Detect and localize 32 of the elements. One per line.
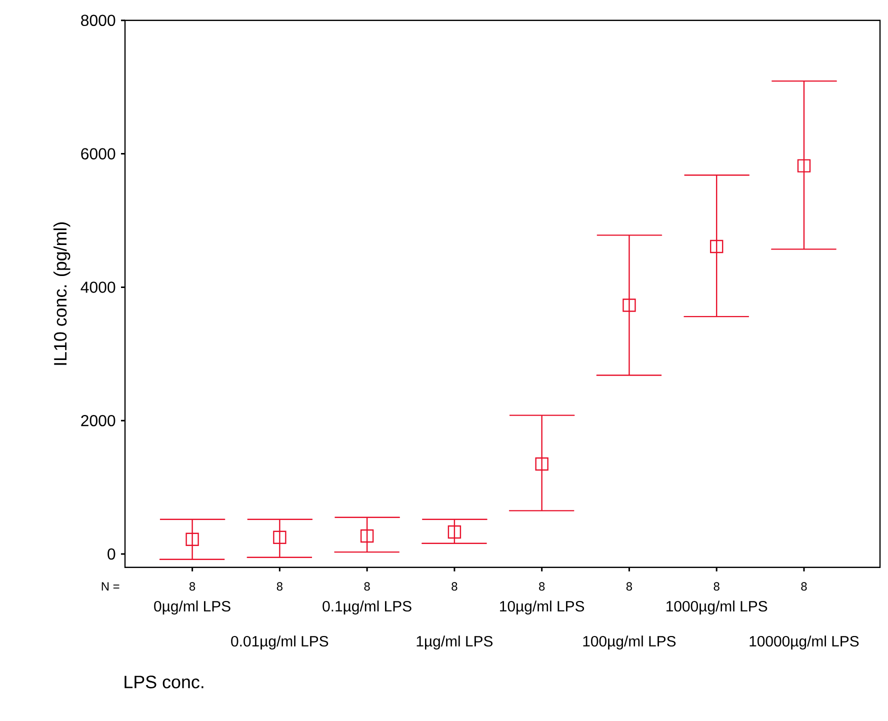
point	[186, 532, 199, 546]
text: 8	[801, 582, 807, 591]
text: 8	[714, 582, 720, 591]
x-tick-label: 1000µg/ml LPS	[666, 600, 768, 614]
text: N =	[102, 582, 120, 590]
x-tick-label: 0.1µg/ml LPS	[322, 600, 412, 614]
point	[710, 240, 724, 254]
y-tick-label: 4000	[80, 282, 116, 293]
y-tick-label: 6000	[81, 148, 116, 160]
x-tick-label: 0.01µg/ml LPS	[231, 636, 328, 650]
y-axis-title: IL10 conc. (pg/ml)	[53, 222, 70, 365]
text: 8	[364, 582, 370, 591]
text: 8	[189, 582, 196, 591]
point	[797, 159, 811, 172]
point	[622, 298, 636, 312]
text: 8	[626, 582, 632, 591]
point	[273, 530, 286, 544]
x-tick-label: 1µg/ml LPS	[416, 636, 493, 650]
x-axis-title: LPS conc.	[124, 676, 204, 688]
x-tick-label: 10000µg/ml LPS	[750, 636, 859, 650]
x-tick-label: 0µg/ml LPS	[154, 600, 230, 614]
point	[448, 525, 462, 539]
x-tick-label: 100µg/ml LPS	[583, 636, 676, 650]
text: 8	[452, 582, 458, 591]
text: 8	[539, 582, 545, 591]
y-tick-label: 0	[108, 548, 116, 560]
point	[360, 529, 374, 543]
y-tick-label: 2000	[81, 414, 116, 426]
text: 8	[276, 582, 282, 591]
y-tick-label: 8000	[81, 14, 116, 26]
x-tick-label: 10µg/ml LPS	[500, 600, 584, 614]
point	[535, 457, 548, 471]
